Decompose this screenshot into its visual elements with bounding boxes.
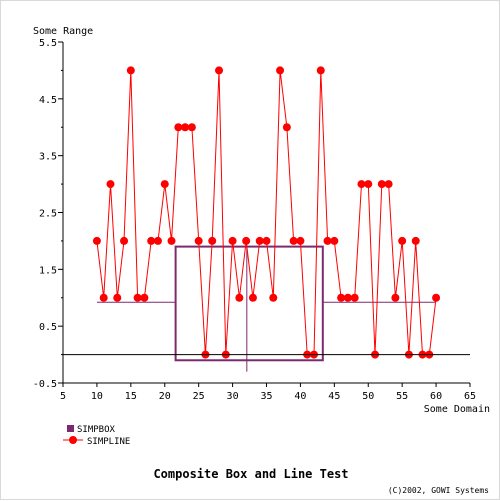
- box-layer: [96, 245, 437, 372]
- simpline-point: [106, 180, 115, 189]
- simpline-point: [384, 180, 393, 189]
- x-tick-label: 55: [396, 391, 408, 402]
- axes-layer: -0.5 0.5 1.5 2.5 3.5 4.5 5.5 5 10 15 20 25 30 35 40 45 5…: [33, 38, 476, 402]
- simpline-point: [289, 236, 298, 245]
- simpline-point: [99, 293, 108, 302]
- simpline-point: [350, 293, 359, 302]
- simpline-point: [316, 66, 325, 75]
- simpline-point: [187, 123, 196, 132]
- x-tick-label: 60: [430, 391, 442, 402]
- y-tick-label: 2.5: [39, 209, 57, 220]
- simpline-point: [215, 66, 224, 75]
- y-tick-label: 0.5: [39, 322, 57, 333]
- simpline-point: [377, 180, 386, 189]
- simpline-point: [92, 236, 101, 245]
- simpline-point: [228, 236, 237, 245]
- legend: SIMPBOX SIMPLINE: [63, 425, 130, 447]
- x-tick-label: 45: [328, 391, 340, 402]
- legend-line-marker: [69, 436, 77, 444]
- x-tick-label: 20: [159, 391, 171, 402]
- x-tick-label: 10: [91, 391, 103, 402]
- x-tick-label: 35: [260, 391, 272, 402]
- y-axis-label: Some Range: [33, 26, 93, 37]
- simpline-point: [147, 236, 156, 245]
- y-tick-label: -0.5: [33, 379, 57, 390]
- simpline-point: [167, 236, 176, 245]
- x-tick-label: 25: [193, 391, 205, 402]
- simpline-point: [242, 236, 251, 245]
- simpline-path: [96, 70, 437, 356]
- y-tick-label: 5.5: [39, 38, 57, 49]
- simpline-point: [411, 236, 420, 245]
- simpline-point: [296, 236, 305, 245]
- simpline-point: [126, 66, 135, 75]
- x-axis-label: Some Domain: [424, 404, 490, 415]
- legend-box-swatch: [67, 425, 74, 432]
- simpline-point: [262, 236, 271, 245]
- simpline-point: [120, 236, 129, 245]
- simpline-point: [160, 180, 169, 189]
- simpline-point: [181, 123, 190, 132]
- simpline-point: [269, 293, 278, 302]
- simpline-point: [235, 293, 244, 302]
- simpline-point: [323, 236, 332, 245]
- simpline-point: [391, 293, 400, 302]
- simpline-point: [398, 236, 407, 245]
- simpline-point: [343, 293, 352, 302]
- x-tick-label: 15: [125, 391, 137, 402]
- simpline-point: [174, 123, 183, 132]
- y-tick-label: 3.5: [39, 152, 57, 163]
- simpline-point: [330, 236, 339, 245]
- x-tick-label: 30: [227, 391, 239, 402]
- simpline-point: [255, 236, 264, 245]
- x-tick-label: 65: [464, 391, 476, 402]
- simpline-point: [337, 293, 346, 302]
- simpline-point: [282, 123, 291, 132]
- simpline-point: [248, 293, 257, 302]
- copyright-text: (C)2002, GOWI Systems: [388, 486, 489, 495]
- y-tick-label: 1.5: [39, 265, 57, 276]
- simpline-point: [194, 236, 203, 245]
- simpline-point: [113, 293, 122, 302]
- legend-line-label: SIMPLINE: [87, 437, 130, 447]
- simpline-point: [153, 236, 162, 245]
- chart-title: Composite Box and Line Test: [153, 467, 348, 481]
- simpline-point: [208, 236, 217, 245]
- simpline-point: [133, 293, 142, 302]
- x-tick-label: 5: [60, 391, 66, 402]
- x-tick-label: 40: [294, 391, 306, 402]
- simpline-point: [276, 66, 285, 75]
- line-layer: [92, 66, 441, 359]
- simpline-point: [357, 180, 366, 189]
- legend-box-label: SIMPBOX: [77, 425, 116, 435]
- simpline-point: [364, 180, 373, 189]
- x-tick-label: 50: [362, 391, 374, 402]
- simpline-point: [432, 293, 441, 302]
- box-rect: [174, 245, 324, 362]
- y-tick-label: 4.5: [39, 95, 57, 106]
- simpline-point: [140, 293, 149, 302]
